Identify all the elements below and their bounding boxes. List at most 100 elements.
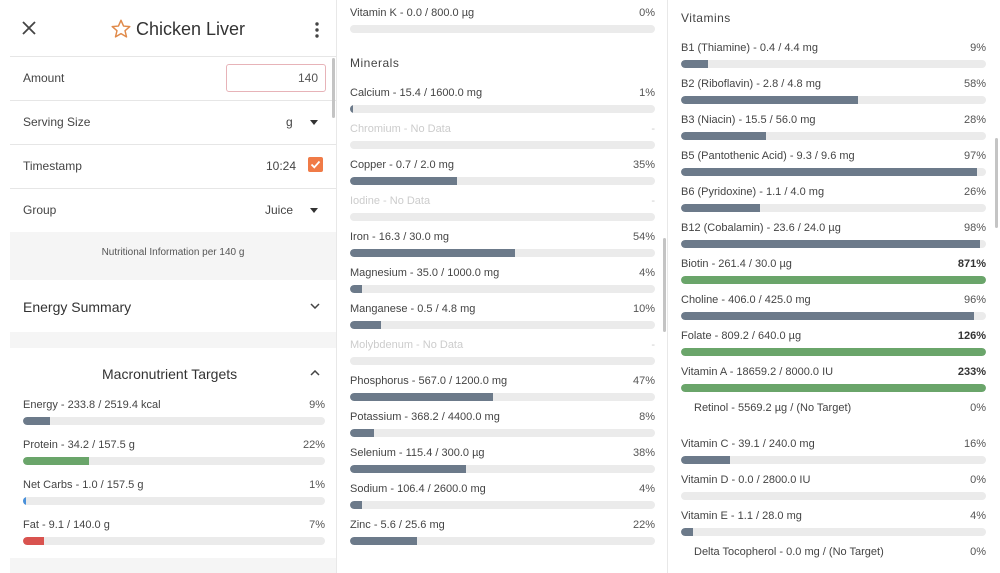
progress-track: [681, 312, 986, 320]
nutrient-label: Molybdenum - No Data: [350, 339, 464, 351]
chevron-down-icon[interactable]: [310, 303, 320, 309]
nutrient-label: Energy - 233.8 / 2519.4 kcal: [23, 399, 161, 411]
nutrient-label: Zinc - 5.6 / 25.6 mg: [350, 519, 445, 531]
close-icon[interactable]: [21, 20, 37, 36]
progress-fill: [681, 240, 980, 248]
amount-input[interactable]: 140: [226, 64, 326, 92]
nutrient-percent: 16%: [963, 438, 986, 450]
nutrient-label: Selenium - 115.4 / 300.0 µg: [350, 447, 485, 459]
nutrient-bar-item: Phosphorus - 567.0 / 1200.0 mg 47%: [350, 375, 655, 403]
nutrient-percent: 96%: [963, 294, 986, 306]
nutrient-percent: 871%: [957, 258, 986, 270]
nutrient-percent: 1%: [309, 479, 325, 491]
energy-summary-header[interactable]: Energy Summary: [10, 280, 336, 332]
nutrient-label: Protein - 34.2 / 157.5 g: [23, 439, 135, 451]
nutrient-percent: 0%: [970, 402, 986, 414]
serving-size-label: Serving Size: [23, 115, 91, 129]
scrollbar[interactable]: [332, 58, 335, 118]
nutrient-label: Fat - 9.1 / 140.0 g: [23, 519, 110, 531]
nutrient-bar-item: B5 (Pantothenic Acid) - 9.3 / 9.6 mg 97%: [681, 150, 986, 178]
nutrient-bar-item: Vitamin K - 0.0 / 800.0 µg 0%: [350, 7, 655, 35]
nutrient-label: Vitamin C - 39.1 / 240.0 mg: [681, 438, 815, 450]
nutrient-percent: 58%: [963, 78, 986, 90]
progress-fill: [681, 276, 986, 284]
minerals-heading: Minerals: [350, 56, 400, 70]
nutrient-bar-item: Sodium - 106.4 / 2600.0 mg 4%: [350, 483, 655, 511]
progress-track: [681, 96, 986, 104]
nutrient-label: Vitamin D - 0.0 / 2800.0 IU: [681, 474, 811, 486]
progress-track: [350, 213, 655, 221]
nutrient-label: Biotin - 261.4 / 30.0 µg: [681, 258, 792, 270]
food-detail-panel: Chicken Liver Amount 140 Serving Size g …: [0, 0, 336, 573]
scrollbar[interactable]: [995, 138, 998, 228]
nutrient-label: Phosphorus - 567.0 / 1200.0 mg: [350, 375, 508, 387]
nutrient-label: Iodine - No Data: [350, 195, 431, 207]
progress-track: [350, 501, 655, 509]
progress-fill: [350, 105, 354, 113]
progress-fill: [681, 312, 974, 320]
nutrient-bar-item: B12 (Cobalamin) - 23.6 / 24.0 µg 98%: [681, 222, 986, 250]
nutrient-percent: 8%: [639, 411, 655, 423]
page-title: Chicken Liver: [136, 18, 246, 39]
progress-track: [350, 393, 655, 401]
progress-fill: [681, 96, 858, 104]
nutrient-bar-item: Protein - 34.2 / 157.5 g 22%: [23, 439, 325, 467]
nutrient-percent: 38%: [632, 447, 655, 459]
progress-fill: [681, 168, 977, 176]
macro-targets-title: Macronutrient Targets: [102, 366, 238, 382]
serving-size-select[interactable]: g: [286, 115, 293, 129]
serving-size-row[interactable]: Serving Size g: [10, 100, 336, 144]
scrollbar[interactable]: [663, 238, 666, 332]
progress-fill: [681, 528, 694, 536]
progress-track: [350, 465, 655, 473]
nutrient-label: B5 (Pantothenic Acid) - 9.3 / 9.6 mg: [681, 150, 855, 162]
progress-track: [681, 240, 986, 248]
nutrient-label: Potassium - 368.2 / 4400.0 mg: [350, 411, 500, 423]
nutrient-percent: 22%: [302, 439, 325, 451]
dropdown-icon[interactable]: [310, 120, 318, 125]
nutrient-percent: 26%: [963, 186, 986, 198]
progress-track: [350, 285, 655, 293]
nutrient-percent: 126%: [957, 330, 986, 342]
nutrient-percent: 47%: [632, 375, 655, 387]
nutrient-label: Vitamin K - 0.0 / 800.0 µg: [350, 7, 475, 19]
progress-track: [681, 492, 986, 500]
nutrient-bar-item: Delta Tocopherol - 0.0 mg / (No Target) 0…: [694, 546, 986, 573]
nutrient-bar-item: Iodine - No Data -: [350, 195, 655, 223]
dropdown-icon[interactable]: [310, 208, 318, 213]
progress-track: [681, 168, 986, 176]
nutrient-percent: 4%: [639, 267, 655, 279]
progress-track: [350, 249, 655, 257]
progress-fill: [681, 60, 709, 68]
progress-track: [681, 456, 986, 464]
progress-track: [681, 204, 986, 212]
timestamp-label: Timestamp: [23, 159, 82, 173]
progress-fill: [23, 417, 51, 425]
nutrient-bar-item: B6 (Pyridoxine) - 1.1 / 4.0 mg 26%: [681, 186, 986, 214]
nutrient-label: Choline - 406.0 / 425.0 mg: [681, 294, 811, 306]
progress-fill: [681, 204, 761, 212]
progress-fill: [350, 537, 418, 545]
chevron-up-icon[interactable]: [310, 370, 320, 376]
nutrient-label: Vitamin A - 18659.2 / 8000.0 IU: [681, 366, 834, 378]
timestamp-value[interactable]: 10:24: [266, 159, 297, 173]
star-icon[interactable]: [110, 18, 132, 40]
nutrient-bar-item: Calcium - 15.4 / 1600.0 mg 1%: [350, 87, 655, 115]
nutrient-label: Retinol - 5569.2 µg / (No Target): [694, 402, 852, 414]
nutrient-percent: 10%: [632, 303, 655, 315]
progress-fill: [350, 249, 515, 257]
macro-targets-header[interactable]: Macronutrient Targets: [10, 348, 336, 392]
group-select[interactable]: Juice: [265, 203, 294, 217]
timestamp-checkbox[interactable]: [308, 157, 323, 172]
nutrient-bar-item: Chromium - No Data -: [350, 123, 655, 151]
progress-fill: [23, 497, 27, 505]
nutrient-label: B3 (Niacin) - 15.5 / 56.0 mg: [681, 114, 816, 126]
group-row[interactable]: Group Juice: [10, 188, 336, 232]
nutrient-bar-item: Net Carbs - 1.0 / 157.5 g 1%: [23, 479, 325, 507]
progress-fill: [23, 457, 90, 465]
nutrient-bar-item: B2 (Riboflavin) - 2.8 / 4.8 mg 58%: [681, 78, 986, 106]
vitamins-heading: Vitamins: [681, 11, 731, 25]
nutrient-bar-item: Magnesium - 35.0 / 1000.0 mg 4%: [350, 267, 655, 295]
nutrient-bar-item: Choline - 406.0 / 425.0 mg 96%: [681, 294, 986, 322]
more-vert-icon[interactable]: [314, 22, 320, 38]
